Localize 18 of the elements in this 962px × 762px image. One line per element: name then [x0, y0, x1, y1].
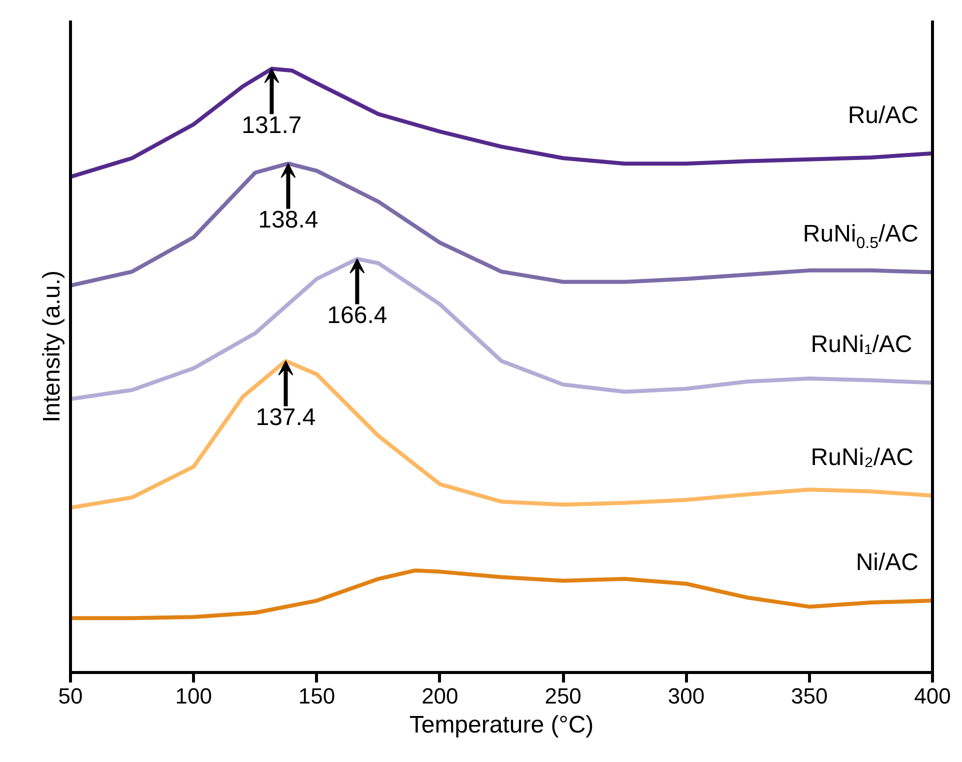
x-tick-label: 200: [422, 684, 458, 708]
x-tick-label: 300: [668, 684, 705, 708]
annotation: 131.7: [242, 112, 302, 139]
x-tick-label: 150: [298, 684, 336, 708]
annotation: 166.4: [327, 302, 388, 330]
x-tick-label: 400: [914, 684, 951, 708]
x-tick-label: 350: [791, 684, 828, 708]
y-axis-title: Intensity (a.u.): [38, 270, 66, 423]
series-label: RuNi₁/AC: [810, 331, 912, 358]
x-axis-title: Temperature (°C): [409, 712, 594, 738]
series-label: Ru/AC: [848, 102, 919, 129]
series-label: RuNi₂/AC: [810, 444, 914, 472]
series-label: Ni/AC: [856, 549, 919, 576]
annotation: 137.4: [256, 404, 316, 432]
x-tick-label: 250: [544, 684, 582, 708]
x-tick-label: 50: [58, 684, 83, 708]
x-tick-label: 100: [175, 684, 212, 708]
annotation: 138.4: [258, 206, 318, 234]
